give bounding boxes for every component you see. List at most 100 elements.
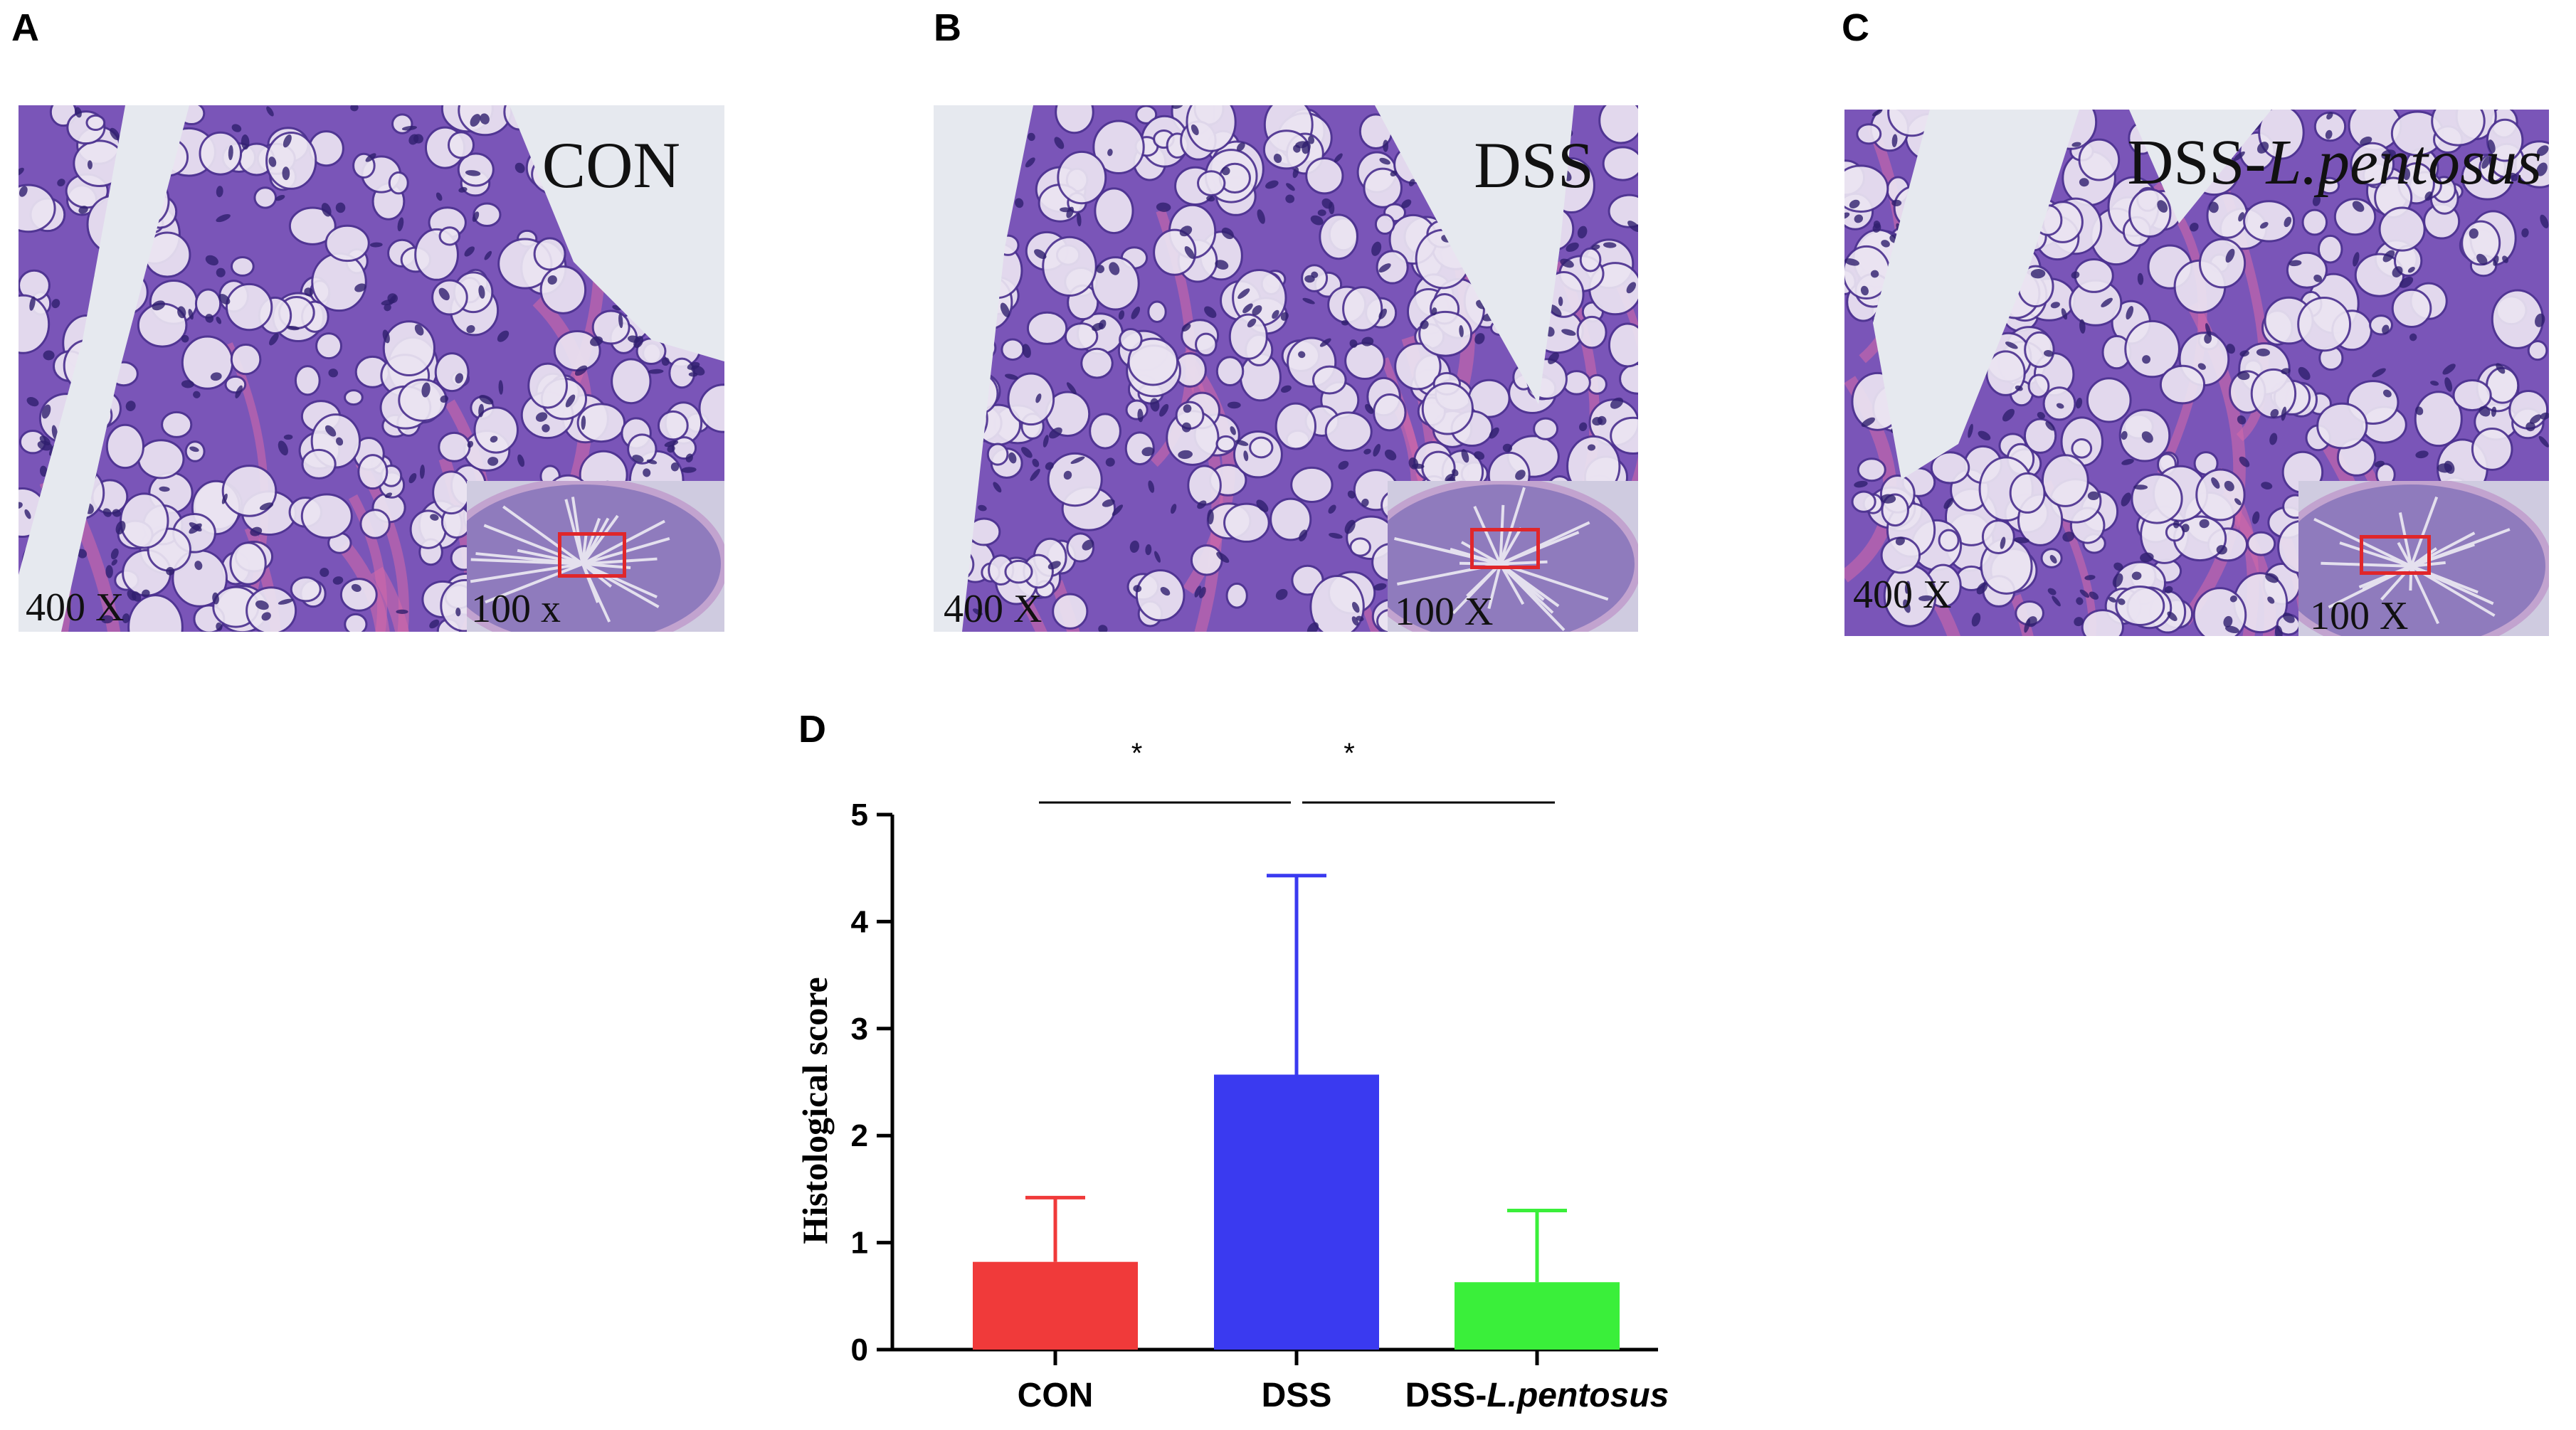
x-tick-label-prefix-1: DSS (1262, 1377, 1332, 1414)
nucleus (590, 336, 603, 346)
nucleus (2382, 389, 2392, 398)
nucleus (574, 365, 588, 376)
nucleus (1351, 616, 1359, 626)
nucleus (189, 446, 199, 452)
lumen-space (1375, 105, 1574, 404)
nucleus (350, 105, 359, 112)
nucleus (1133, 585, 1142, 593)
nucleus (2164, 586, 2173, 594)
nucleus (1206, 196, 1215, 202)
nucleus (688, 372, 698, 377)
nucleus (2233, 151, 2245, 161)
nucleus (464, 246, 475, 257)
nucleus (2089, 591, 2099, 600)
nucleus (2121, 430, 2128, 440)
nucleus (241, 134, 250, 150)
nucleus (2259, 221, 2269, 229)
nucleus (2415, 406, 2424, 415)
nucleus (2529, 414, 2542, 424)
goblet-cell (1938, 529, 1960, 552)
nucleus (1129, 540, 1139, 553)
nucleus (2061, 308, 2068, 320)
nucleus (2014, 537, 2029, 544)
nucleus (438, 287, 450, 301)
nucleus (1356, 615, 1364, 622)
goblet-cell (246, 586, 297, 632)
nucleus (278, 598, 293, 605)
nucleus (2270, 408, 2279, 418)
nucleus (2326, 112, 2333, 120)
nucleus (228, 144, 233, 161)
nucleus (670, 462, 680, 472)
magnification-main-con: 400 X (26, 586, 125, 630)
nucleus (1137, 408, 1144, 423)
nucleus (2079, 589, 2090, 598)
nucleus (1063, 470, 1072, 480)
nucleus (2056, 403, 2064, 409)
nucleus (1474, 333, 1485, 344)
inset-roi-box-con (558, 532, 626, 578)
nucleus (1042, 435, 1049, 447)
nucleus (2050, 302, 2060, 309)
nucleus (2205, 323, 2212, 337)
nucleus (78, 206, 88, 214)
x-tick-label-1: DSS (1262, 1377, 1332, 1414)
nucleus (335, 202, 346, 213)
nucleus (1307, 622, 1319, 632)
nucleus (1098, 625, 1108, 632)
goblet-cell (288, 206, 337, 245)
nucleus (177, 306, 186, 319)
nucleus (1347, 490, 1356, 499)
nucleus (2312, 195, 2321, 206)
nucleus (643, 468, 651, 477)
nucleus (261, 612, 271, 621)
inset-overview-con: 100 x (467, 481, 724, 632)
bar-2 (1455, 1282, 1620, 1350)
mucosal-fold (2410, 543, 2475, 568)
nucleus (152, 300, 166, 311)
nucleus (1849, 199, 1860, 208)
mucosal-fold (1420, 543, 1501, 566)
nucleus (1577, 226, 1588, 239)
goblet-cell (2391, 288, 2432, 328)
nucleus (479, 395, 494, 405)
nucleus (336, 437, 344, 446)
nucleus (1035, 393, 1042, 403)
nucleus (1971, 613, 1981, 627)
nucleus (2274, 625, 2283, 636)
nucleus (37, 440, 53, 451)
nucleus (77, 549, 88, 558)
nucleus (2074, 617, 2084, 627)
magnification-main-dss-lpentosus: 400 X (1853, 573, 1952, 617)
goblet-cell (2301, 208, 2328, 236)
goblet-cell (1223, 502, 1270, 543)
nucleus (1286, 183, 1295, 191)
significance-star-1: * (1344, 738, 1355, 769)
goblet-cell (1080, 347, 1114, 379)
nucleus (2005, 341, 2018, 349)
nucleus (354, 283, 366, 292)
goblet-cell (2159, 364, 2206, 405)
x-tick-label-2: DSS-L.pentosus (1405, 1377, 1669, 1414)
nucleus (2491, 406, 2497, 417)
goblet-cell (1418, 310, 1473, 357)
nucleus (1310, 215, 1324, 226)
nucleus (1603, 242, 1617, 248)
nucleus (1105, 457, 1115, 467)
nucleus (1272, 309, 1279, 319)
nucleus (1379, 157, 1390, 165)
goblet-cell (19, 294, 51, 354)
mucosal-fold (1466, 563, 1501, 598)
goblet-cell (1225, 582, 1248, 609)
mucosal-fold (2410, 531, 2476, 568)
nucleus (514, 162, 525, 174)
nucleus (2289, 260, 2302, 267)
nucleus (269, 333, 279, 346)
nucleus (87, 160, 93, 170)
nucleus (2238, 212, 2244, 222)
group-label-species: L.pentosus (2266, 127, 2542, 198)
nucleus (369, 242, 383, 248)
nucleus (2540, 412, 2549, 420)
nucleus (646, 459, 658, 465)
